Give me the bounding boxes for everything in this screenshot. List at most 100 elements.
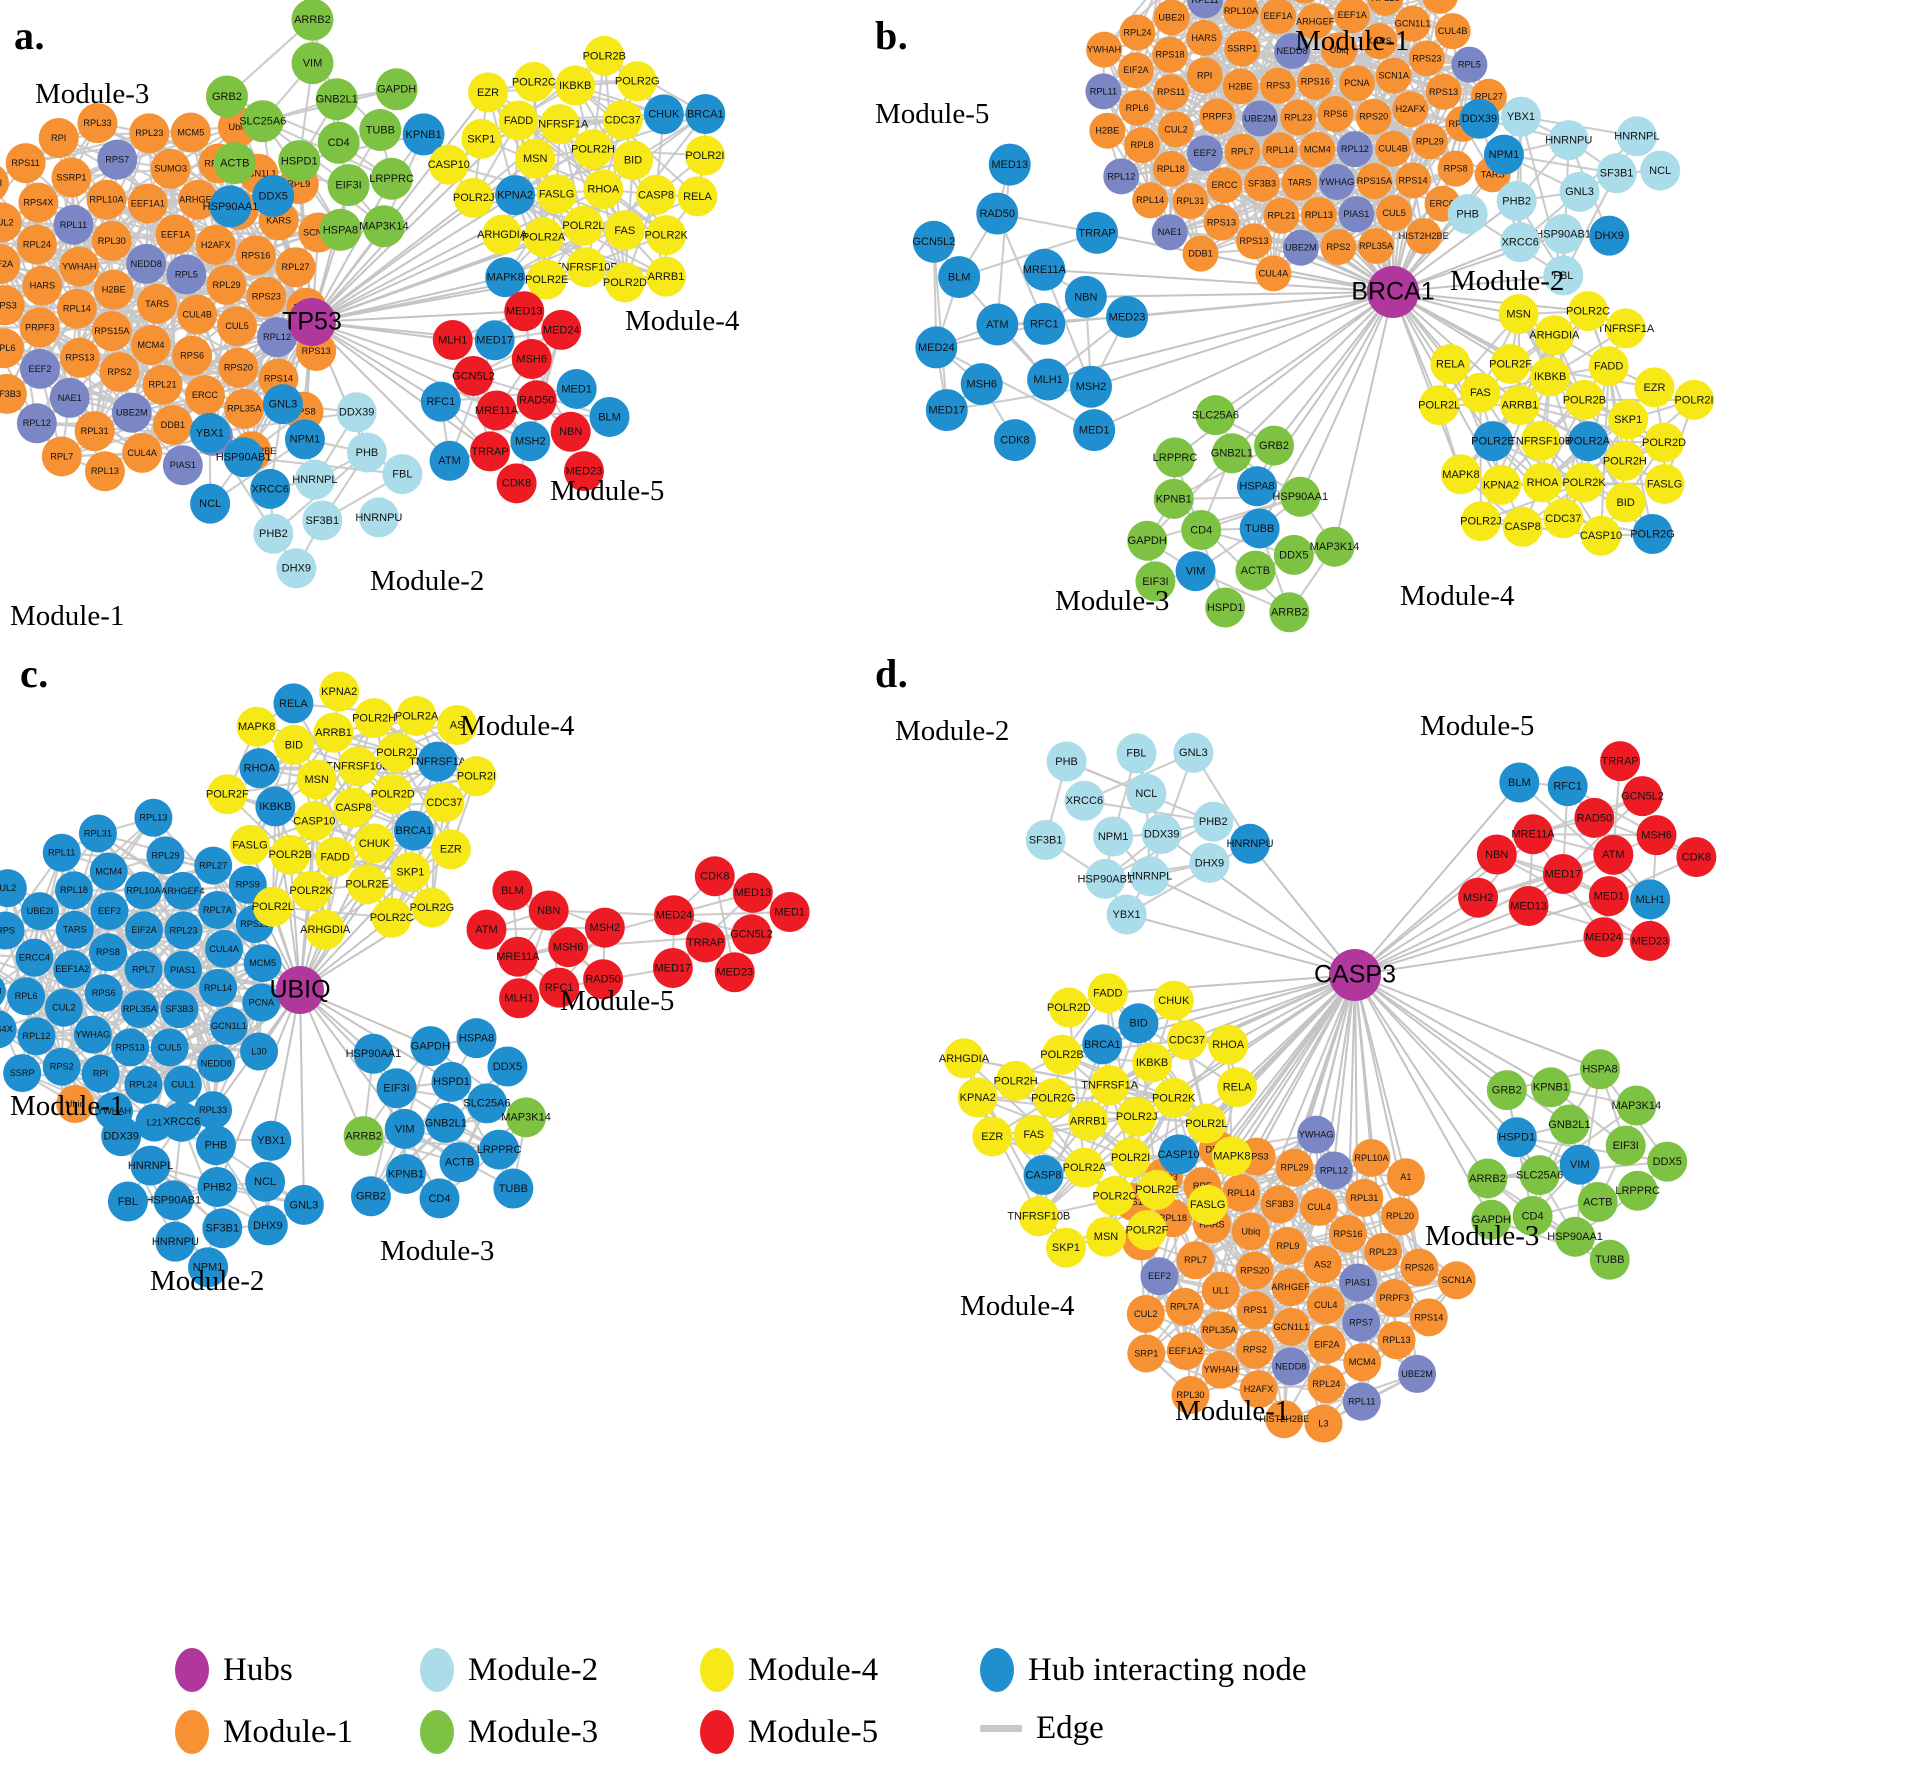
network-node[interactable]: SF3B3	[1243, 165, 1280, 202]
network-node[interactable]: LRPPRC	[369, 157, 414, 200]
network-node[interactable]: MCM4	[1299, 131, 1336, 168]
network-node[interactable]: CASP8	[1502, 506, 1543, 547]
network-node[interactable]: KPNA2	[495, 175, 536, 216]
network-node[interactable]: MAPK8	[1211, 1136, 1252, 1177]
network-node[interactable]: MED24	[1583, 917, 1624, 958]
network-node[interactable]: MED24	[654, 895, 695, 936]
network-node[interactable]: MED17	[474, 320, 515, 361]
network-node[interactable]: EIF3I	[1605, 1125, 1646, 1166]
network-node[interactable]: CUL4A	[205, 929, 244, 968]
network-node[interactable]: ARRB1	[1499, 385, 1540, 426]
network-node[interactable]: MSH6	[960, 363, 1003, 406]
network-node[interactable]: NPM1	[1093, 816, 1134, 857]
network-node[interactable]: RPS7	[1342, 1303, 1381, 1342]
network-node[interactable]: CUL5	[1376, 195, 1413, 232]
network-node[interactable]: RPL7	[1224, 133, 1261, 170]
network-node[interactable]: RAD50	[1574, 797, 1615, 838]
network-node[interactable]: RPL7	[1176, 1241, 1215, 1280]
network-node[interactable]: SF3B1	[1025, 819, 1066, 860]
network-node[interactable]: TUBB	[1239, 508, 1280, 549]
network-node[interactable]: RPL10A	[1352, 1138, 1391, 1177]
network-node[interactable]: SSRP1	[1224, 30, 1261, 67]
network-node[interactable]: FAS	[604, 210, 645, 251]
network-node[interactable]: PHB	[1447, 194, 1488, 235]
network-node[interactable]: POLR2J	[1460, 501, 1502, 542]
network-node[interactable]: RHOA	[239, 748, 280, 789]
network-node[interactable]: HSPD1	[278, 140, 321, 183]
network-node[interactable]: MED23	[1106, 295, 1149, 338]
network-node[interactable]: RPL30	[91, 220, 132, 261]
network-node[interactable]: YWHAG	[1297, 1115, 1336, 1154]
network-node[interactable]: PHB2	[197, 1166, 238, 1207]
network-node[interactable]: MED1	[769, 892, 810, 933]
network-node[interactable]: LRPPRC	[1153, 437, 1198, 478]
network-node[interactable]: MCM4	[130, 324, 171, 365]
network-node[interactable]: ARRB2	[291, 0, 334, 41]
network-node[interactable]: CUL4B	[1434, 13, 1471, 50]
network-node[interactable]: POLR2I	[684, 135, 725, 176]
network-node[interactable]: NBN	[528, 890, 569, 931]
network-node[interactable]: NPM1	[284, 419, 325, 460]
network-node[interactable]: SSRP	[3, 1054, 42, 1093]
network-node[interactable]: DDB1	[1182, 235, 1219, 272]
network-node[interactable]: CDC37	[424, 782, 465, 823]
network-node[interactable]: GCN5L2	[730, 914, 773, 955]
network-node[interactable]: RPL35A	[1200, 1311, 1239, 1350]
network-node[interactable]: FADD	[498, 100, 539, 141]
network-node[interactable]: RPS7	[97, 139, 138, 180]
network-node[interactable]: MSN	[1498, 294, 1539, 335]
network-node[interactable]: POLR2H	[352, 698, 396, 739]
network-node[interactable]: HNRNPU	[355, 497, 402, 538]
network-node[interactable]: PIAS1	[162, 445, 203, 486]
network-node[interactable]: RPL23	[164, 911, 203, 950]
network-node[interactable]: GRB2	[205, 75, 248, 118]
network-node[interactable]: CUL1	[1287, 0, 1323, 4]
network-node[interactable]: FBL	[107, 1181, 148, 1222]
network-node[interactable]: YBX1	[189, 412, 230, 453]
network-node[interactable]: KPNA2	[319, 671, 360, 712]
network-node[interactable]: VIM	[1175, 551, 1216, 592]
network-node[interactable]: HSPA8	[1579, 1049, 1620, 1090]
network-node[interactable]: YWHAH	[1086, 31, 1123, 68]
network-node[interactable]: RPS	[0, 911, 25, 950]
network-node[interactable]: EIF3I	[376, 1068, 417, 1109]
network-node[interactable]: RPL7A	[198, 890, 237, 929]
network-node[interactable]: RPL10A	[124, 871, 163, 910]
network-node[interactable]: RPS4X	[0, 1010, 17, 1049]
network-node[interactable]: POLR2I	[1674, 379, 1715, 420]
network-node[interactable]: RPS13	[59, 337, 100, 378]
network-node[interactable]: RPL27	[275, 247, 316, 288]
network-node[interactable]: FADD	[1588, 346, 1629, 387]
network-node[interactable]: TRRAP	[1600, 741, 1641, 782]
network-node[interactable]: EIF2A	[1307, 1325, 1346, 1364]
network-node[interactable]: DHX9	[247, 1205, 288, 1246]
network-node[interactable]: ARRB1	[645, 256, 686, 297]
network-node[interactable]: RPS6	[84, 974, 123, 1013]
network-node[interactable]: MSH6	[548, 927, 589, 968]
network-node[interactable]: CUL2	[44, 988, 83, 1027]
network-node[interactable]: ACTB	[213, 142, 256, 185]
network-node[interactable]: MCM5	[170, 112, 211, 153]
network-node[interactable]: RPL23	[1280, 99, 1317, 136]
network-node[interactable]: MED13	[732, 872, 773, 913]
network-node[interactable]: RPL11	[1342, 1382, 1381, 1421]
network-node[interactable]: CUL5	[150, 1028, 189, 1067]
network-node[interactable]: KPNB1	[385, 1153, 426, 1194]
network-node[interactable]: RPL24	[16, 224, 57, 265]
network-node[interactable]: MSH6	[1636, 815, 1677, 856]
network-node[interactable]: EIF2A	[124, 911, 163, 950]
network-node[interactable]: MSN	[1086, 1216, 1127, 1257]
network-node[interactable]: RPS2	[1235, 1330, 1274, 1369]
network-node[interactable]: XRCC6	[250, 468, 291, 509]
network-node[interactable]: RPL14	[1132, 182, 1169, 219]
network-node[interactable]: POLR2G	[1630, 513, 1675, 554]
network-node[interactable]: RPL7	[124, 950, 163, 989]
network-node[interactable]: RELA	[677, 176, 718, 217]
network-node[interactable]: NCL	[1640, 150, 1681, 191]
network-node[interactable]: PIAS1	[1338, 196, 1375, 233]
network-node[interactable]: TRRAP	[685, 922, 726, 963]
network-node[interactable]: GAPDH	[1127, 520, 1168, 561]
network-node[interactable]: AS2	[1303, 1245, 1342, 1284]
network-node[interactable]: RPL35A	[120, 990, 159, 1029]
network-node[interactable]: SCN1A	[1375, 57, 1412, 94]
